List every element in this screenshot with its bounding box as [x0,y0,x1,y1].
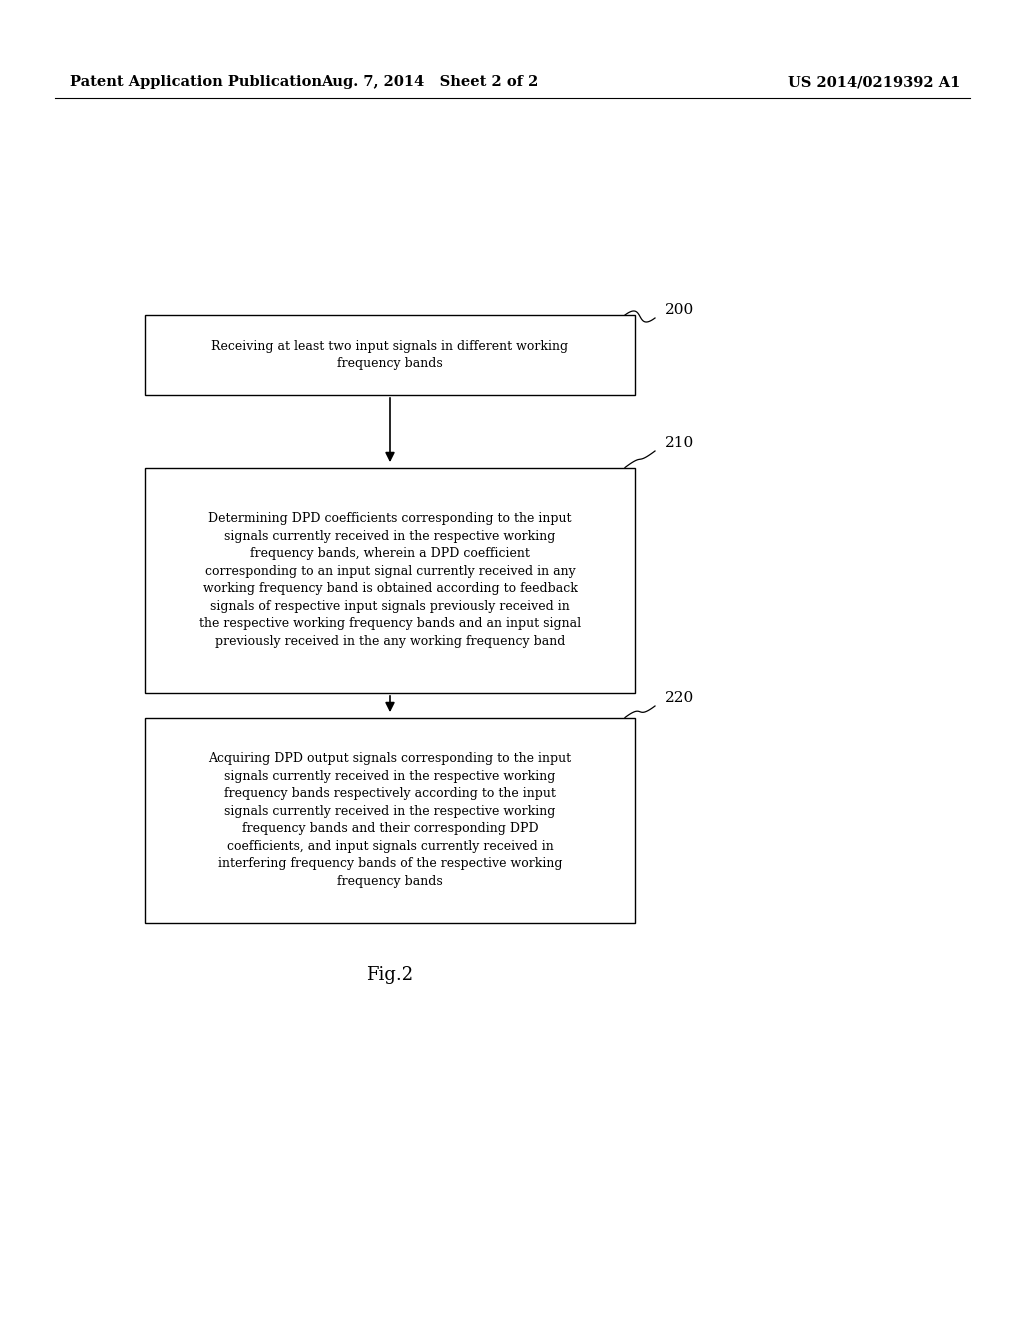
Text: Acquiring DPD output signals corresponding to the input
signals currently receiv: Acquiring DPD output signals correspondi… [209,752,571,888]
Bar [145,718,635,923]
Bar [145,467,635,693]
Text: 220: 220 [665,690,694,705]
Text: 200: 200 [665,304,694,317]
Text: 210: 210 [665,436,694,450]
Text: Patent Application Publication: Patent Application Publication [70,75,322,88]
Bar [145,315,635,395]
Text: Fig.2: Fig.2 [367,966,414,983]
Text: Receiving at least two input signals in different working
frequency bands: Receiving at least two input signals in … [211,339,568,370]
Text: Aug. 7, 2014   Sheet 2 of 2: Aug. 7, 2014 Sheet 2 of 2 [322,75,539,88]
Text: US 2014/0219392 A1: US 2014/0219392 A1 [787,75,961,88]
Text: Determining DPD coefficients corresponding to the input
signals currently receiv: Determining DPD coefficients correspondi… [199,512,581,648]
